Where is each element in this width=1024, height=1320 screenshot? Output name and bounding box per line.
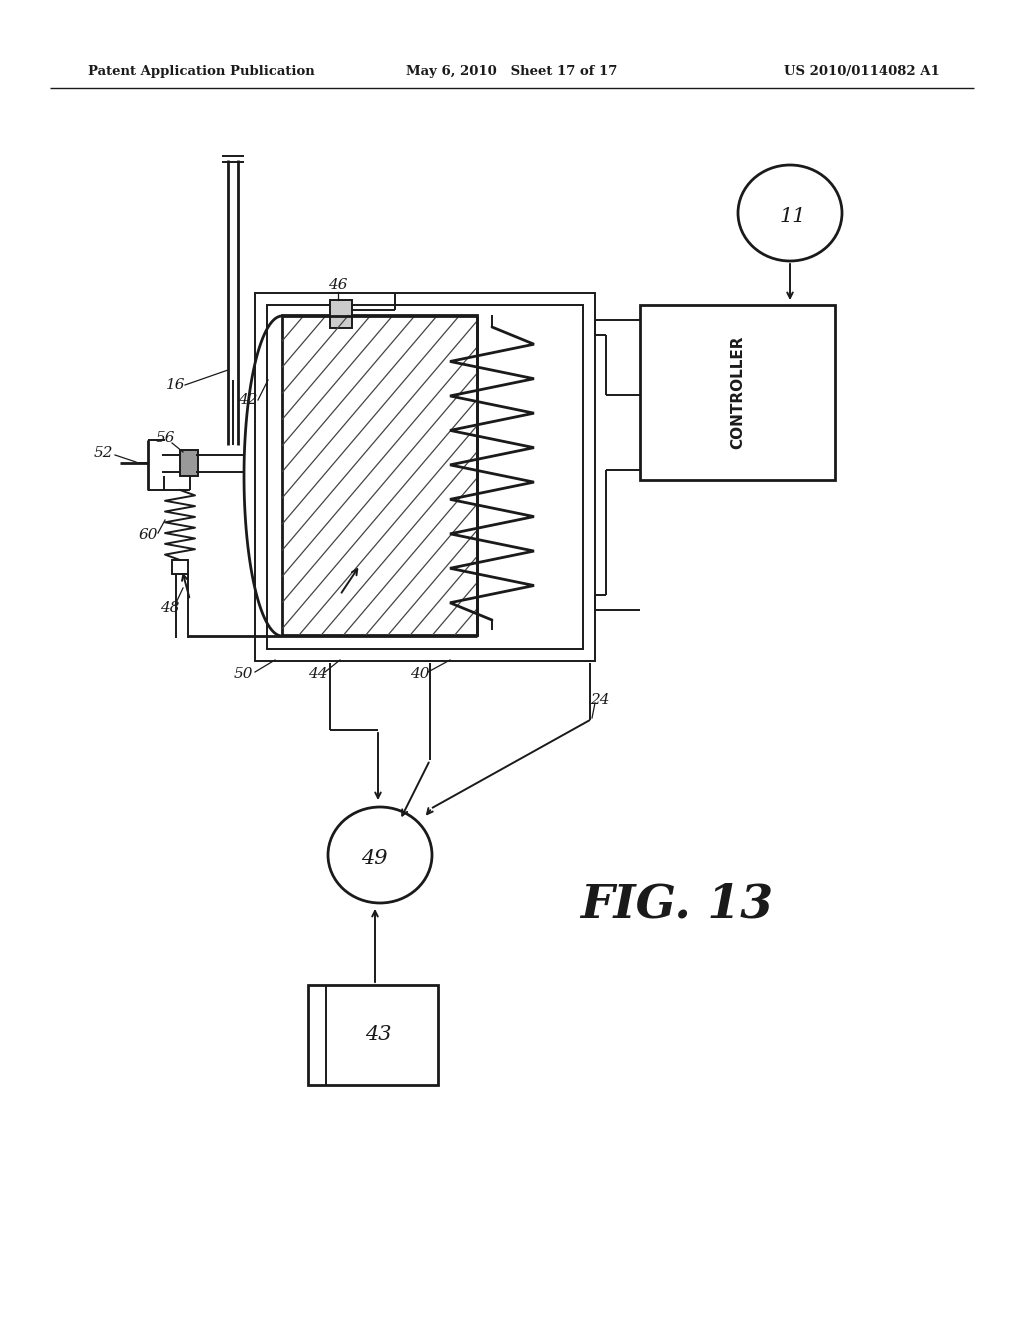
Text: Patent Application Publication: Patent Application Publication	[88, 66, 314, 78]
Text: 46: 46	[329, 279, 348, 292]
Text: 52: 52	[93, 446, 113, 459]
Text: CONTROLLER: CONTROLLER	[730, 335, 745, 449]
Text: 42: 42	[239, 393, 258, 407]
Bar	[180, 450, 198, 477]
Text: 24: 24	[590, 693, 609, 708]
Text: May 6, 2010   Sheet 17 of 17: May 6, 2010 Sheet 17 of 17	[407, 66, 617, 78]
Bar	[640, 305, 835, 480]
Text: 48: 48	[160, 601, 180, 615]
Bar	[308, 985, 438, 1085]
Text: 50: 50	[233, 667, 253, 681]
Bar	[282, 315, 477, 635]
Text: FIG. 13: FIG. 13	[580, 882, 773, 928]
Bar	[330, 300, 352, 327]
Text: 49: 49	[360, 849, 387, 867]
Text: US 2010/0114082 A1: US 2010/0114082 A1	[784, 66, 940, 78]
Text: 56: 56	[156, 432, 175, 445]
Bar	[172, 560, 188, 574]
Text: 43: 43	[365, 1026, 391, 1044]
Text: 11: 11	[779, 206, 806, 226]
Bar	[255, 293, 595, 661]
Text: 60: 60	[138, 528, 158, 543]
Text: 44: 44	[308, 667, 328, 681]
Text: 16: 16	[166, 378, 185, 392]
Text: 40: 40	[411, 667, 430, 681]
Bar	[267, 305, 583, 649]
